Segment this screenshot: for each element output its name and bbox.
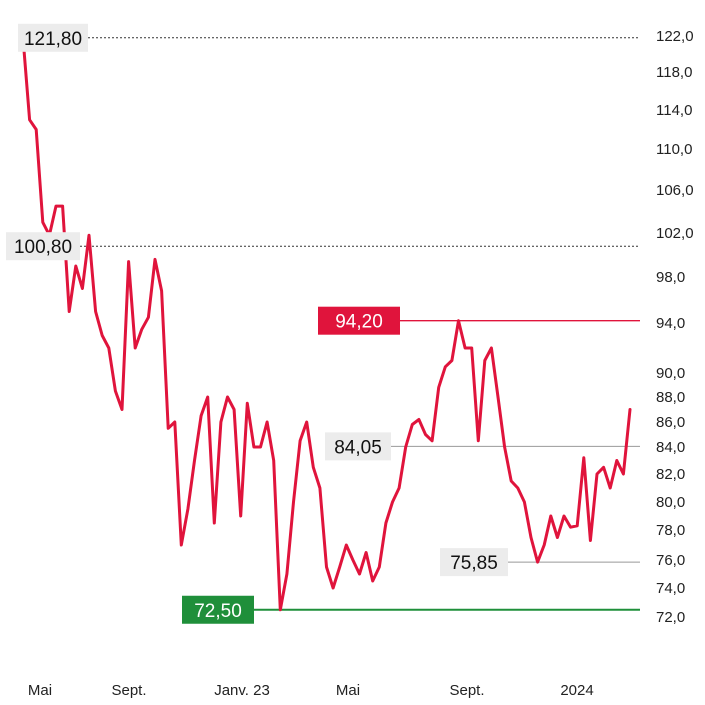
- callout-label: 84,05: [334, 437, 382, 458]
- callout-label: 72,50: [194, 601, 242, 622]
- y-tick-label: 122,0: [656, 28, 694, 45]
- y-axis: 122,0 118,0 114,0 110,0 106,0 102,0 98,0 94,0 90…: [656, 28, 694, 626]
- y-tick-label: 72,0: [656, 609, 685, 626]
- y-tick-label: 84,0: [656, 439, 685, 456]
- x-tick-label: 2024: [560, 682, 593, 699]
- y-tick-label: 78,0: [656, 522, 685, 539]
- callout-box: [182, 595, 254, 624]
- y-tick-label: 110,0: [656, 141, 692, 158]
- callout-label: 121,80: [24, 29, 82, 50]
- y-tick-label: 76,0: [656, 552, 685, 569]
- x-tick-label: Sept.: [449, 682, 484, 699]
- y-tick-label: 98,0: [656, 269, 685, 286]
- y-tick-label: 80,0: [656, 494, 685, 511]
- callout-box: [18, 23, 88, 52]
- y-tick-label: 90,0: [656, 365, 685, 382]
- callout-box: [325, 432, 391, 461]
- y-tick-label: 114,0: [656, 102, 692, 119]
- y-tick-label: 94,0: [656, 315, 685, 332]
- callout-high: 94,20: [318, 306, 400, 335]
- callout-reference: 121,80: [18, 23, 88, 52]
- x-tick-label: Mai: [336, 682, 360, 699]
- callout-reference: 84,05: [325, 432, 391, 461]
- y-tick-label: 82,0: [656, 466, 685, 483]
- callout-reference: 75,85: [440, 548, 508, 577]
- y-tick-label: 74,0: [656, 580, 685, 597]
- y-tick-label: 86,0: [656, 414, 685, 431]
- y-tick-label: 106,0: [656, 182, 694, 199]
- callout-low: 72,50: [182, 595, 254, 624]
- callout-label: 94,20: [335, 312, 383, 333]
- x-axis: Mai Sept. Janv. 23 Mai Sept. 2024: [28, 682, 594, 699]
- x-tick-label: Sept.: [111, 682, 146, 699]
- x-tick-label: Janv. 23: [214, 682, 270, 699]
- callout-reference: 100,80: [6, 232, 80, 261]
- y-tick-label: 88,0: [656, 389, 685, 406]
- callouts-layer: 121,80 100,80 94,20 84,05 75,85 72,50: [6, 23, 508, 624]
- price-series-line: [21, 36, 632, 612]
- callout-box: [440, 548, 508, 577]
- y-tick-label: 118,0: [656, 64, 692, 81]
- callout-box: [318, 306, 400, 335]
- y-tick-label: 102,0: [656, 225, 694, 242]
- callout-label: 75,85: [450, 553, 498, 574]
- x-tick-label: Mai: [28, 682, 52, 699]
- callout-label: 100,80: [14, 237, 72, 258]
- annotations-layer: [80, 37, 640, 611]
- callout-box: [6, 232, 80, 261]
